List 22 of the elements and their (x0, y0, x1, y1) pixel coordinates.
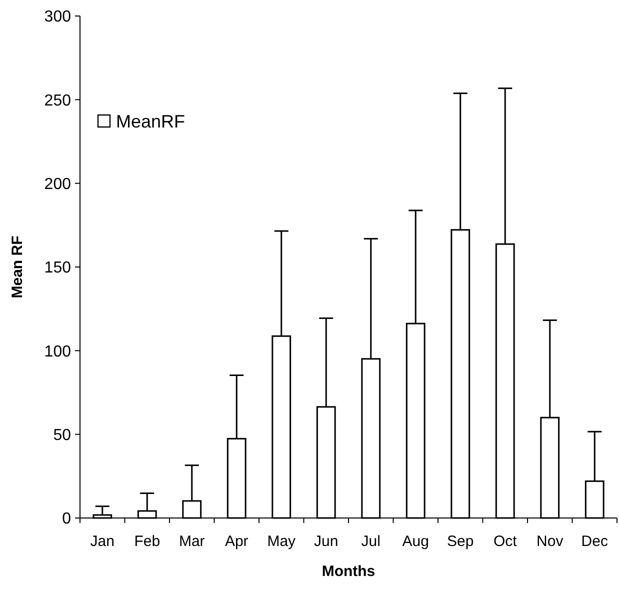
x-tick-label: Jul (361, 533, 380, 550)
x-tick-label: Dec (581, 533, 608, 550)
x-axis-title: Months (322, 563, 376, 580)
x-tick-label: Nov (536, 533, 564, 550)
x-tick-label: Mar (178, 533, 205, 550)
x-tick-label: Jun (314, 533, 338, 550)
x-tick-label: Apr (224, 533, 248, 550)
x-tick-label: Feb (134, 533, 160, 550)
y-tick-label: 100 (44, 343, 72, 360)
x-tick-label: Sep (447, 533, 474, 550)
y-tick-label: 300 (44, 8, 72, 26)
y-tick-label: 200 (44, 176, 72, 193)
x-tick-label: Jan (90, 533, 114, 550)
legend-label: MeanRF (116, 111, 186, 132)
x-tick-label: May (267, 533, 296, 550)
y-axis-title: Mean RF (9, 236, 26, 298)
x-tick-label: Oct (493, 533, 518, 550)
y-tick-label: 0 (62, 510, 72, 528)
y-tick-label: 150 (44, 260, 72, 277)
y-tick-label: 50 (53, 426, 72, 444)
x-tick-label: Aug (402, 533, 429, 550)
y-tick-label: 250 (44, 92, 72, 110)
